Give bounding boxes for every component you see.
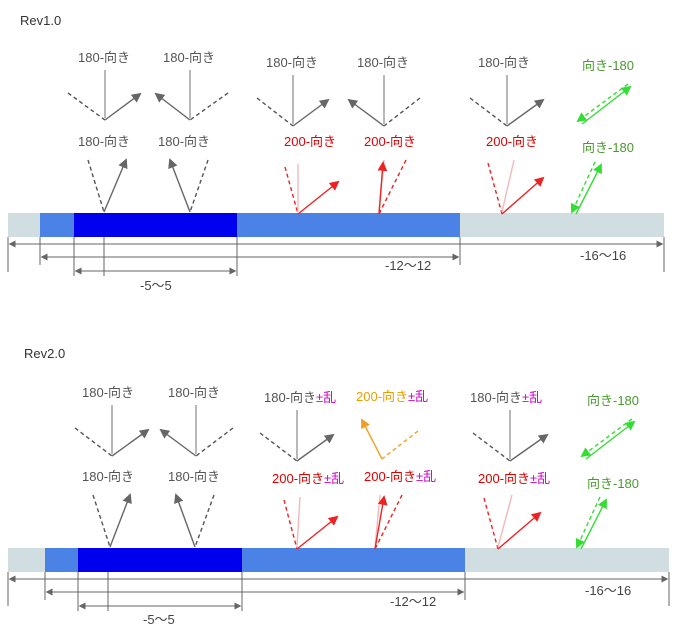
bar-inner	[78, 548, 242, 572]
lower-gray-arrows	[92, 493, 215, 548]
label-a2: 180-向き	[163, 50, 215, 65]
panel-rev2: Rev2.0 -5〜5 -12〜12 -16〜16	[7, 346, 670, 627]
label-b1: 180-向き	[82, 469, 134, 484]
dim-label-outer: -16〜16	[585, 583, 631, 598]
label-g2: 向き-180	[587, 476, 639, 491]
label-a3: 180-向き	[266, 55, 318, 70]
label-c3: 200-向き±乱	[478, 471, 550, 486]
label-c3: 200-向き	[486, 134, 538, 149]
label-a3: 180-向き±乱	[264, 390, 336, 405]
label-g2: 向き-180	[582, 140, 634, 155]
red-arrows	[284, 159, 545, 215]
panel-title: Rev2.0	[24, 346, 65, 361]
label-b2: 180-向き	[168, 469, 220, 484]
lower-gray-arrows	[87, 158, 209, 213]
label-a1: 180-向き	[82, 385, 134, 400]
dimension-lines	[7, 237, 665, 276]
label-g1: 向き-180	[582, 58, 634, 73]
label-o1: 200-向き±乱	[356, 389, 428, 404]
panel-title: Rev1.0	[20, 13, 61, 28]
dim-label-inner: -5〜5	[143, 612, 175, 627]
label-a5: 180-向き	[478, 55, 530, 70]
dim-label-mid: -12〜12	[385, 258, 431, 273]
green-arrows	[570, 83, 632, 215]
dimension-lines	[7, 572, 670, 611]
dim-label-outer: -16〜16	[580, 248, 626, 263]
label-c2: 200-向き±乱	[364, 469, 436, 484]
label-a2: 180-向き	[168, 385, 220, 400]
label-a1: 180-向き	[78, 50, 130, 65]
green-arrows	[575, 418, 636, 550]
label-b1: 180-向き	[78, 134, 130, 149]
label-g1: 向き-180	[587, 393, 639, 408]
upper-arrows	[67, 70, 545, 127]
label-a5: 180-向き±乱	[470, 390, 542, 405]
label-c1: 200-向き	[284, 134, 336, 149]
label-c2: 200-向き	[364, 134, 416, 149]
dim-label-inner: -5〜5	[140, 278, 172, 293]
panel-rev1: Rev1.0 -5〜5 -12〜12 -16〜16	[7, 13, 665, 293]
red-arrows	[283, 494, 542, 550]
label-c1: 200-向き±乱	[272, 471, 344, 486]
label-b2: 180-向き	[158, 134, 210, 149]
dim-label-mid: -12〜12	[390, 594, 436, 609]
bar-inner	[74, 213, 237, 237]
label-a4: 180-向き	[357, 55, 409, 70]
upper-arrows	[74, 405, 549, 462]
